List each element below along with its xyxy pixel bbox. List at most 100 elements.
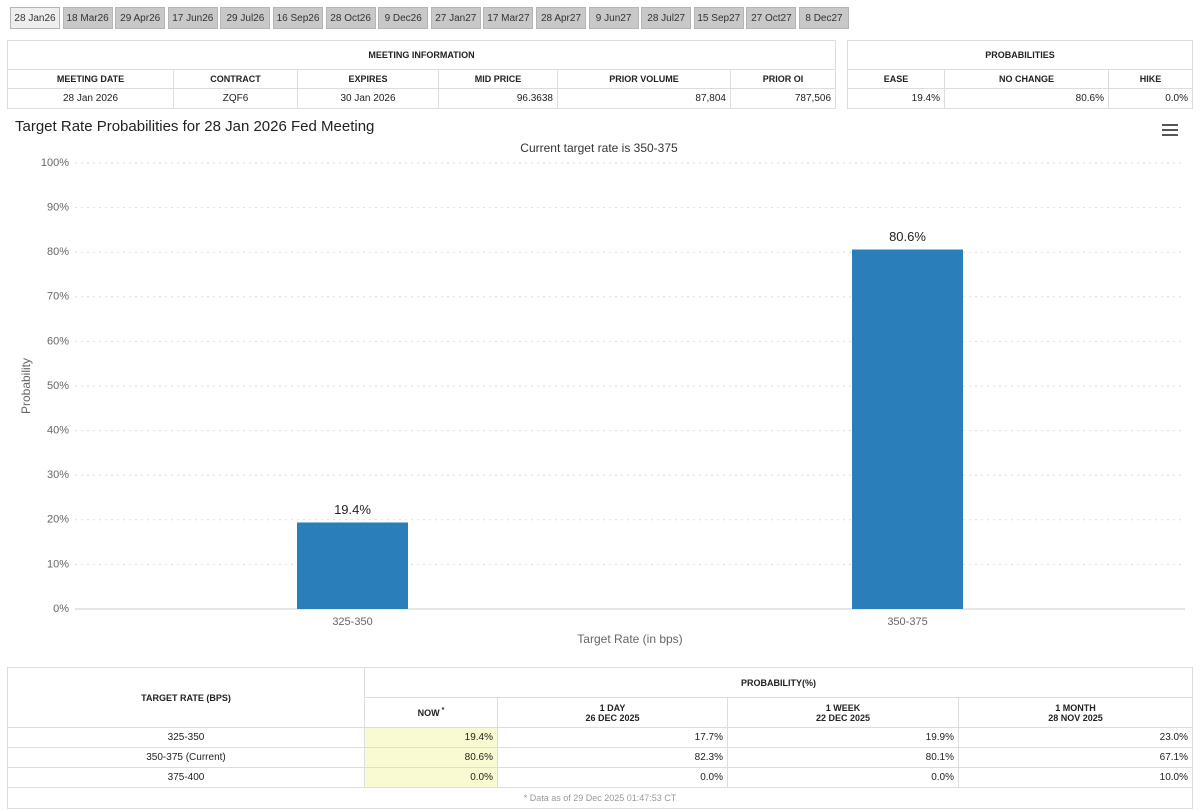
y-tick-label: 50% [47,380,69,392]
y-axis-label: Probability [19,358,33,414]
cell: 0.0% [727,767,959,788]
row: MEETING DATE CONTRACT EXPIRES MID PRICE PRIO… [7,69,837,89]
date-tab[interactable]: 29 Apr26 [115,7,166,29]
meeting-information-table: MEETING INFORMATION MEETING DATE CONTRACT E… [6,40,837,109]
y-tick-label: 80% [47,246,69,258]
cell: 350-375 (Current) [7,747,365,768]
cell: 375-400 [7,767,365,788]
cell: 0.0% [1108,88,1193,109]
cell: 0.0% [497,767,728,788]
column-date: 26 DEC 2025 [585,712,640,723]
cell: 80.6% [364,747,498,768]
bar [297,522,408,609]
x-tick-label: 350-375 [887,616,927,628]
column-header: EASE [847,69,945,89]
table-title: PROBABILITIES [847,40,1193,70]
date-tab[interactable]: 17 Mar27 [483,7,534,29]
row: 350-375 (Current) 80.6% 82.3% 80.1% 67.1% [7,747,1193,768]
y-tick-label: 40% [47,425,69,437]
y-tick-label: 60% [47,335,69,347]
cell: 10.0% [958,767,1193,788]
date-tab[interactable]: 17 Jun26 [167,7,218,29]
bar [852,249,963,610]
column-label: NOW [417,708,440,718]
row: * Data as of 29 Dec 2025 01:47:53 CT [7,787,1193,809]
row: 325-350 19.4% 17.7% 19.9% 23.0% [7,727,1193,748]
y-tick-label: 30% [47,469,69,481]
cell: 19.9% [727,727,959,748]
column-header: HIKE [1108,69,1193,89]
date-tab[interactable]: 28 Jan26 [10,7,60,29]
column-header: MID PRICE [438,69,558,89]
cell: 87,804 [557,88,731,109]
column-label: 1 MONTH [1055,702,1096,713]
cell: 82.3% [497,747,728,768]
cell: 80.6% [944,88,1109,109]
column-label: 1 DAY [599,702,626,713]
date-tab[interactable]: 27 Oct27 [746,7,797,29]
date-tab[interactable]: 28 Jul27 [641,7,692,29]
table-title: PROBABILITY(%) [364,667,1193,698]
column-date: 28 NOV 2025 [1048,712,1103,723]
row: EASE NO CHANGE HIKE [847,69,1193,89]
probabilities-table: PROBABILITIES EASE NO CHANGE HIKE 19.4% 80.6%… [847,40,1193,109]
date-tab[interactable]: 9 Dec26 [378,7,429,29]
chart-title: Target Rate Probabilities for 28 Jan 202… [15,118,374,135]
column-header: 1 MONTH 28 NOV 2025 [958,697,1193,728]
cell: 19.4% [847,88,945,109]
cell: 325-350 [7,727,365,748]
date-tab[interactable]: 9 Jun27 [588,7,639,29]
y-tick-label: 100% [41,157,69,169]
date-tab[interactable]: 28 Apr27 [536,7,586,29]
cell: 17.7% [497,727,728,748]
data-label: 19.4% [334,502,371,517]
cell: 30 Jan 2026 [297,88,439,109]
cell: 80.1% [727,747,959,768]
row: 28 Jan 2026 ZQF6 30 Jan 2026 96.3638 87,804 7… [7,88,837,109]
date-tab[interactable]: 28 Oct26 [325,7,376,29]
cell: 23.0% [958,727,1193,748]
cell: ZQF6 [173,88,298,109]
column-note: * [441,707,445,714]
column-header: PRIOR VOLUME [557,69,731,89]
column-date: 22 DEC 2025 [815,712,871,723]
cell: 0.0% [364,767,498,788]
column-label: 1 WEEK [825,702,861,713]
column-header: NOW * [364,697,498,728]
x-axis-label: Target Rate (in bps) [577,632,682,646]
y-tick-label: 90% [47,202,69,214]
column-header: CONTRACT [173,69,298,89]
x-tick-label: 325-350 [332,616,372,628]
column-header: 1 WEEK 22 DEC 2025 [727,697,959,728]
cell: 28 Jan 2026 [7,88,174,109]
y-tick-label: 0% [53,603,69,615]
row: MEETING INFORMATION [6,40,837,70]
date-tab[interactable]: 15 Sep27 [693,7,744,29]
column-header: EXPIRES [297,69,439,89]
column-header: MEETING DATE [7,69,174,89]
date-tab[interactable]: 29 Jul26 [220,7,271,29]
chart-subtitle: Current target rate is 350-375 [520,141,678,155]
cell: 96.3638 [438,88,558,109]
column-header: 1 DAY 26 DEC 2025 [497,697,728,728]
row-header: TARGET RATE (BPS) [7,667,365,728]
date-tab[interactable]: 8 Dec27 [799,7,849,29]
row: PROBABILITIES [847,40,1193,70]
cell: 19.4% [364,727,498,748]
row: 375-400 0.0% 0.0% 0.0% 10.0% [7,767,1193,788]
cell: 67.1% [958,747,1193,768]
column-header: NO CHANGE [944,69,1109,89]
date-tab[interactable]: 27 Jan27 [430,7,481,29]
date-tab[interactable]: 18 Mar26 [62,7,113,29]
data-label: 80.6% [889,229,926,244]
date-tab[interactable]: 16 Sep26 [273,7,323,29]
probability-table: TARGET RATE (BPS) PROBABILITY(%) NOW * 1 DAY… [7,667,1193,809]
chart: Target Rate Probabilities for 28 Jan 202… [15,118,1185,646]
column-header: PRIOR OI [729,69,837,89]
menu-icon[interactable] [1162,124,1178,136]
y-tick-label: 10% [47,558,69,570]
footnote: * Data as of 29 Dec 2025 01:47:53 CT [7,787,1193,809]
cell: 787,506 [729,88,837,109]
table-title: MEETING INFORMATION [6,40,837,70]
